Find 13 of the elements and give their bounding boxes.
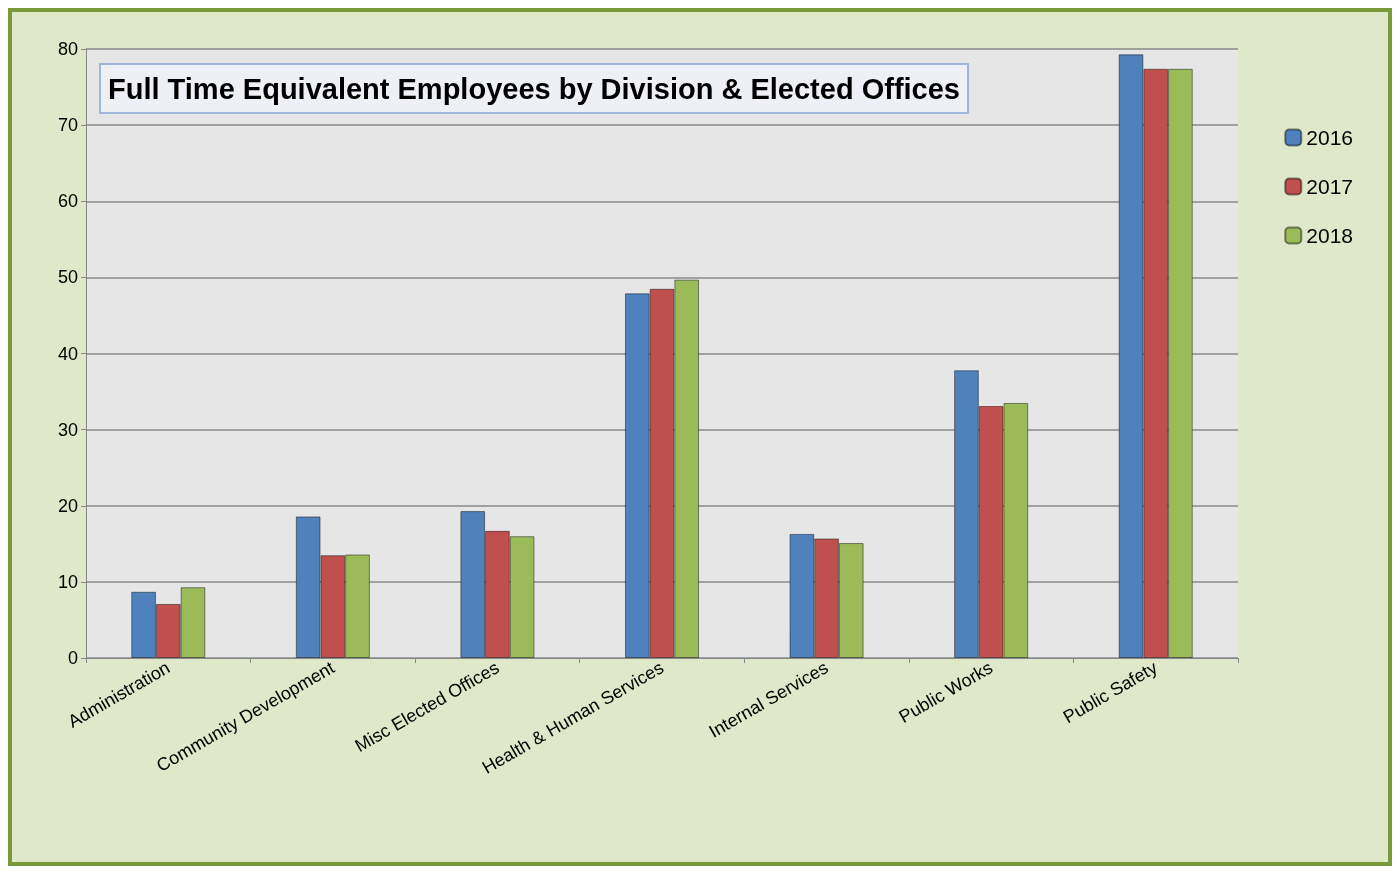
- y-tick-label: 0: [67, 648, 78, 668]
- y-tick-label: 20: [57, 495, 78, 516]
- y-tick-label: 50: [57, 267, 78, 288]
- legend-label: 2017: [1306, 175, 1353, 198]
- y-tick-label: 60: [57, 191, 78, 212]
- text: Full Time Equivalent Employees by Division & Elected Offices: [108, 72, 960, 105]
- legend-label: 2016: [1306, 126, 1353, 149]
- legend-label: 2018: [1306, 224, 1353, 247]
- y-tick-label: 40: [57, 343, 78, 364]
- y-tick-label: 80: [57, 39, 78, 59]
- y-tick-label: 30: [57, 419, 78, 440]
- y-tick-label: 70: [57, 115, 78, 136]
- y-tick-label: 10: [57, 571, 78, 592]
